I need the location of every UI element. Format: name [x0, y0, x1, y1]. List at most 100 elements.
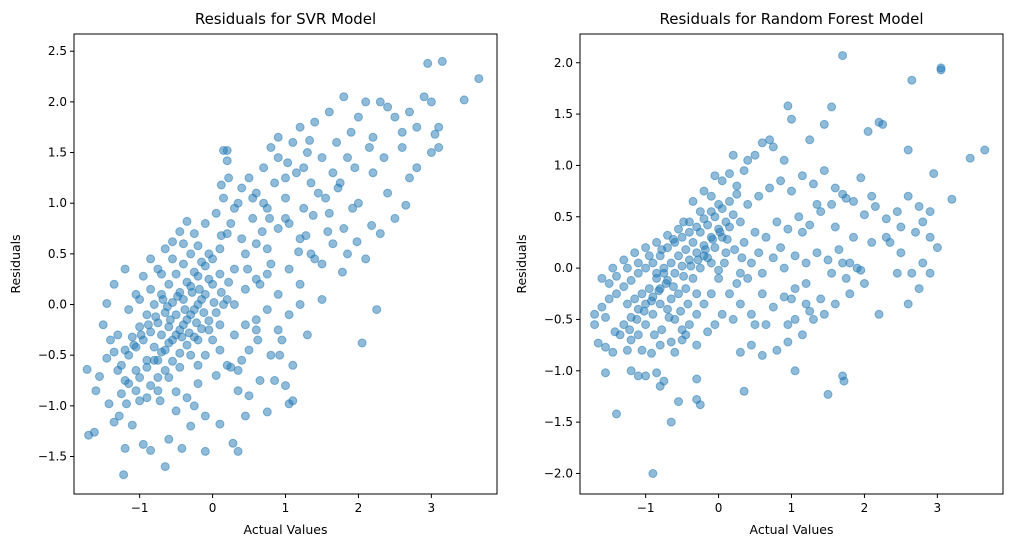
scatter-point — [903, 299, 913, 309]
scatter-point — [925, 207, 935, 217]
scatter-point — [812, 199, 822, 209]
scatter-point — [849, 232, 858, 242]
scatter-point — [244, 173, 254, 183]
scatter-point — [652, 237, 662, 247]
scatter-point — [885, 237, 895, 247]
scatter-point — [686, 261, 696, 271]
scatter-point — [177, 443, 187, 453]
scatter-point — [626, 335, 636, 345]
scatter-point — [746, 309, 756, 319]
scatter-point — [357, 338, 367, 348]
scatter-point — [768, 253, 778, 263]
scatter-point — [641, 320, 651, 330]
scatter-point — [229, 300, 239, 309]
scatter-point — [737, 253, 747, 263]
scatter-point — [321, 193, 331, 203]
y-tick-label: 1.5 — [554, 107, 573, 121]
scatter-point — [124, 305, 134, 315]
scatter-point — [779, 263, 789, 273]
scatter-point — [175, 362, 185, 372]
scatter-point — [273, 132, 283, 142]
scatter-point — [306, 249, 316, 259]
scatter-point — [692, 340, 702, 350]
scatter-point — [911, 227, 920, 237]
scatter-point — [474, 74, 484, 84]
scatter-point — [666, 258, 676, 268]
scatter-point — [779, 155, 789, 165]
scatter-point — [162, 302, 172, 312]
scatter-point — [838, 371, 848, 381]
scatter-point — [248, 213, 258, 223]
scatter-point — [200, 350, 210, 360]
scatter-point — [193, 335, 203, 345]
scatter-point — [266, 350, 276, 360]
scatter-point — [459, 95, 469, 105]
scatter-point — [259, 163, 269, 173]
scatter-point — [189, 305, 199, 315]
scatter-point — [710, 212, 720, 222]
scatter-point — [797, 227, 807, 237]
scatter-point — [284, 219, 294, 228]
scatter-point — [253, 335, 263, 345]
scatter-point — [317, 153, 327, 163]
scatter-point — [823, 255, 833, 265]
y-tick-label: 0.5 — [48, 247, 67, 261]
scatter-point — [772, 345, 782, 355]
scatter-point — [222, 156, 232, 166]
scatter-point — [867, 191, 877, 201]
scatter-point — [199, 308, 209, 318]
scatter-point — [113, 330, 123, 340]
scatter-point — [168, 237, 177, 247]
scatter-point — [641, 243, 651, 253]
scatter-point — [397, 127, 407, 137]
scatter-point — [405, 173, 414, 183]
scatter-point — [120, 443, 130, 453]
scatter-point — [255, 279, 265, 289]
scatter-point — [597, 273, 607, 283]
scatter-point — [106, 335, 115, 345]
scatter-point — [281, 173, 290, 183]
y-tick-label: −1.0 — [544, 364, 573, 378]
scatter-point — [131, 365, 141, 375]
scatter-point — [222, 360, 232, 370]
scatter-point — [664, 312, 674, 322]
scatter-point — [757, 350, 767, 360]
scatter-point — [197, 295, 207, 304]
scatter-point — [845, 289, 855, 299]
scatter-point — [194, 284, 204, 294]
scatter-point — [215, 345, 225, 355]
scatter-point — [313, 188, 323, 198]
scatter-point — [168, 356, 177, 366]
scatter-point — [82, 364, 92, 374]
scatter-point — [841, 193, 851, 203]
scatter-point — [164, 279, 174, 289]
scatter-point — [171, 406, 181, 416]
scatter-point — [324, 208, 334, 218]
scatter-point — [281, 381, 290, 391]
scatter-point — [896, 248, 906, 258]
scatter-point — [688, 196, 698, 206]
y-tick-label: −0.5 — [38, 348, 67, 362]
scatter-point — [947, 194, 957, 204]
scatter-point — [657, 325, 667, 335]
scatter-point — [182, 393, 192, 403]
scatter-point — [375, 97, 385, 107]
scatter-point — [222, 295, 232, 304]
scatter-point — [732, 181, 742, 191]
scatter-point — [644, 251, 654, 261]
scatter-point — [127, 332, 137, 342]
scatter-point — [790, 314, 800, 324]
scatter-point — [746, 258, 756, 268]
scatter-point — [131, 386, 141, 396]
scatter-point — [633, 330, 643, 340]
scatter-point — [801, 258, 811, 268]
scatter-point — [383, 188, 393, 198]
scatter-point — [750, 150, 760, 160]
scatter-point — [266, 143, 276, 152]
scatter-point — [209, 298, 219, 307]
scatter-point — [295, 279, 305, 289]
scatter-point — [193, 241, 203, 251]
scatter-point — [633, 258, 643, 268]
scatter-point — [874, 309, 884, 319]
scatter-point — [674, 397, 683, 407]
